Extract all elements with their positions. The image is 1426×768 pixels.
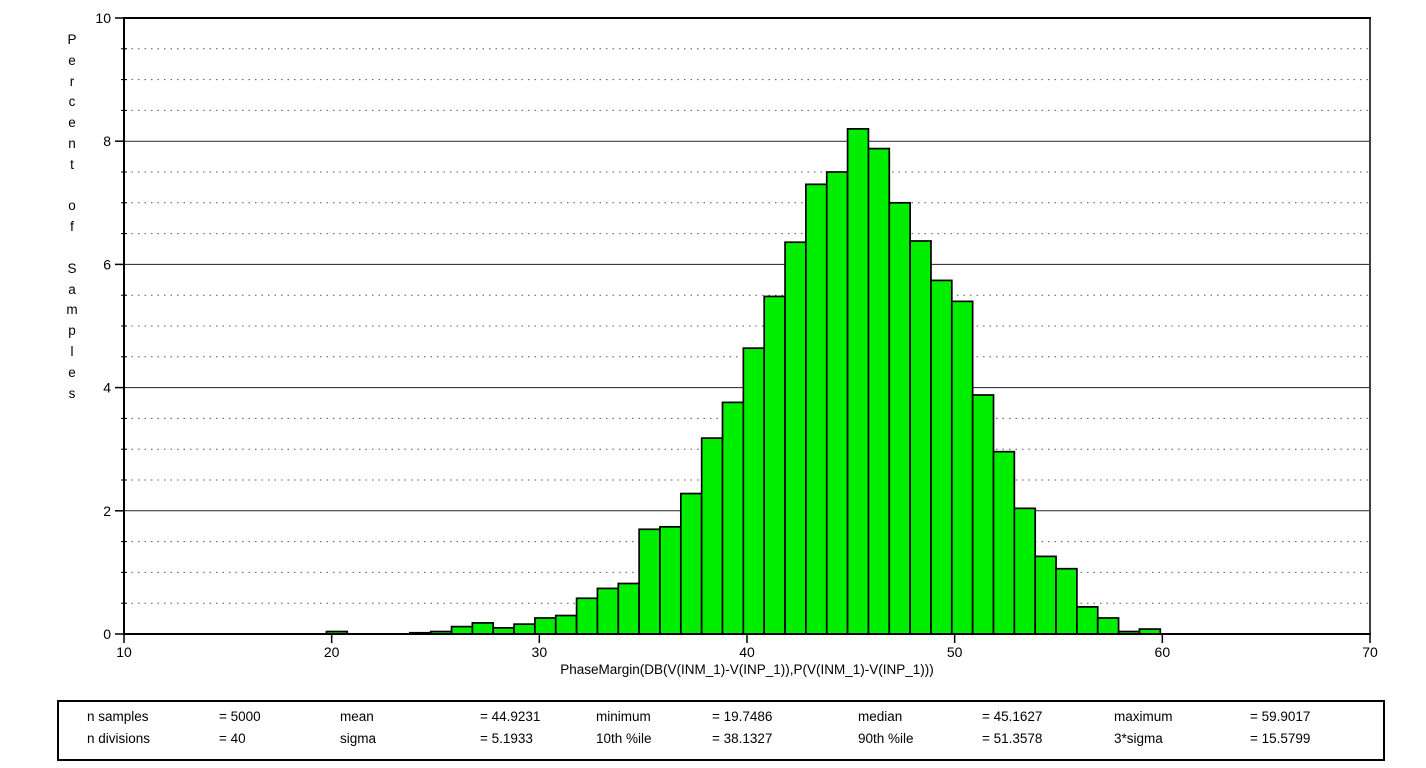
- stat-label: minimum: [596, 709, 651, 724]
- y-axis-title-char: n: [68, 135, 76, 151]
- histogram-bar: [617, 582, 640, 635]
- y-tick-label: 6: [103, 256, 111, 272]
- stat-value: = 44.9231: [480, 709, 541, 724]
- x-tick-label: 70: [1362, 644, 1378, 660]
- y-axis-title-char: o: [68, 198, 76, 214]
- stat-value: = 5000: [219, 709, 261, 724]
- stat-value: = 51.3578: [982, 731, 1043, 746]
- histogram-bar: [909, 240, 932, 635]
- y-axis-title-char: e: [68, 364, 76, 380]
- y-axis-title-char: t: [70, 156, 74, 172]
- x-tick-label: 10: [116, 644, 132, 660]
- histogram-bar: [659, 525, 682, 635]
- histogram-bar: [742, 347, 766, 635]
- stat-value: = 15.5799: [1250, 731, 1311, 746]
- histogram-bar: [805, 183, 828, 635]
- histogram-bar: [1096, 617, 1120, 635]
- y-axis-title-char: S: [67, 260, 77, 276]
- stat-label: 3*sigma: [1114, 731, 1163, 746]
- stat-label: n samples: [87, 709, 149, 724]
- x-tick-label: 40: [739, 644, 755, 660]
- histogram-chart: 10 20 30 40 50 60 70 0 2 4 6 8 10: [95, 10, 1378, 660]
- y-axis-title-char: e: [68, 115, 76, 131]
- stat-label: sigma: [340, 731, 377, 746]
- histogram-bar: [763, 295, 786, 635]
- histogram-bar: [554, 614, 578, 635]
- histogram-bar: [700, 437, 724, 635]
- stat-value: = 19.7486: [712, 709, 773, 724]
- statistics-panel: n samples = 5000 mean = 44.9231 minimum = 19.…: [57, 700, 1385, 761]
- x-tick-label: 30: [532, 644, 548, 660]
- y-axis-title-char: P: [67, 32, 77, 47]
- histogram-bar: [992, 450, 1016, 635]
- histogram-bar: [1055, 567, 1078, 635]
- stat-value: = 38.1327: [712, 731, 773, 746]
- stat-value: = 45.1627: [982, 709, 1043, 724]
- stat-label: 90th %ile: [858, 731, 914, 746]
- histogram-bar: [971, 394, 995, 635]
- histogram-bar: [930, 279, 953, 635]
- y-tick-label: 2: [103, 503, 111, 519]
- histogram-bar: [784, 241, 807, 635]
- stat-value: = 59.9017: [1250, 709, 1311, 724]
- y-axis-title-char: [64, 238, 80, 259]
- stat-label: n divisions: [87, 731, 151, 746]
- histogram-bar: [679, 492, 703, 635]
- y-axis-title-char: l: [70, 343, 74, 359]
- y-tick-label: 0: [103, 626, 111, 642]
- histogram-bar: [1034, 555, 1057, 635]
- histogram-bar: [721, 401, 745, 635]
- y-axis-title-char: c: [68, 94, 76, 110]
- x-axis-title: PhaseMargin(DB(V(INM_1)-V(INP_1)),P(V(IN…: [560, 662, 934, 677]
- histogram-bar: [867, 147, 891, 635]
- histogram-bar: [888, 201, 911, 635]
- histogram-bar: [471, 622, 495, 635]
- y-axis-title-char: f: [70, 219, 74, 235]
- y-axis-title-char: p: [68, 323, 76, 339]
- histogram-bar: [950, 300, 974, 635]
- histogram-bar: [1013, 507, 1037, 635]
- y-axis-title-char: [64, 176, 80, 197]
- stat-value: = 5.1933: [480, 731, 533, 746]
- y-axis-title-char: s: [68, 385, 76, 401]
- stat-label: maximum: [1114, 709, 1173, 724]
- y-axis-title-char: m: [66, 302, 78, 318]
- y-axis-title-char: a: [68, 281, 76, 297]
- histogram-bar: [638, 528, 661, 635]
- histogram-bar: [825, 171, 849, 635]
- histogram-bar: [534, 617, 557, 635]
- stat-label: 10th %ile: [596, 731, 652, 746]
- x-tick-label: 20: [324, 644, 340, 660]
- y-axis-title-char: r: [69, 73, 75, 89]
- histogram-bar: [1076, 606, 1099, 635]
- y-axis-title-char: e: [68, 52, 76, 68]
- histogram-bar: [846, 128, 870, 635]
- stat-value: = 40: [219, 731, 246, 746]
- y-tick-label: 10: [95, 10, 111, 26]
- y-tick-label: 8: [103, 133, 111, 149]
- stat-label: mean: [340, 709, 374, 724]
- x-tick-label: 60: [1155, 644, 1171, 660]
- histogram-bar: [450, 625, 474, 635]
- histogram-bar: [596, 587, 620, 635]
- y-tick-label: 4: [103, 380, 111, 396]
- x-tick-label: 50: [947, 644, 963, 660]
- histogram-bar: [513, 623, 536, 635]
- stat-label: median: [858, 709, 903, 724]
- histogram-bar: [575, 597, 599, 635]
